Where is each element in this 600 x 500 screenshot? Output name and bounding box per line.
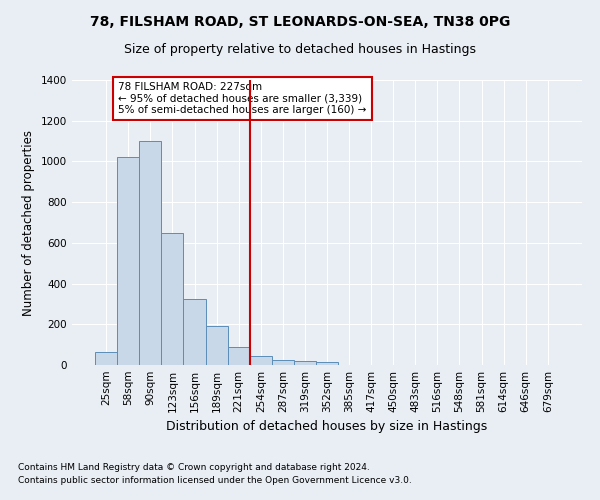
Text: Size of property relative to detached houses in Hastings: Size of property relative to detached ho… (124, 42, 476, 56)
Bar (206, 326, 227, 365)
Bar (184, 299, 206, 365)
Bar (250, 356, 272, 365)
Bar (227, 346, 250, 365)
Bar (139, 141, 161, 365)
Text: 78, FILSHAM ROAD, ST LEONARDS-ON-SEA, TN38 0PG: 78, FILSHAM ROAD, ST LEONARDS-ON-SEA, TN… (90, 15, 510, 29)
X-axis label: Distribution of detached houses by size in Hastings: Distribution of detached houses by size … (166, 420, 488, 434)
Text: Contains HM Land Registry data © Crown copyright and database right 2024.: Contains HM Land Registry data © Crown c… (18, 464, 370, 472)
Bar (161, 232, 184, 365)
Bar (272, 360, 294, 365)
Text: Contains public sector information licensed under the Open Government Licence v3: Contains public sector information licen… (18, 476, 412, 485)
Y-axis label: Number of detached properties: Number of detached properties (22, 130, 35, 316)
Bar (316, 362, 338, 365)
Bar (95, 352, 117, 365)
Text: 78 FILSHAM ROAD: 227sqm
← 95% of detached houses are smaller (3,339)
5% of semi-: 78 FILSHAM ROAD: 227sqm ← 95% of detache… (118, 82, 367, 115)
Bar (117, 158, 139, 365)
Bar (294, 361, 316, 365)
